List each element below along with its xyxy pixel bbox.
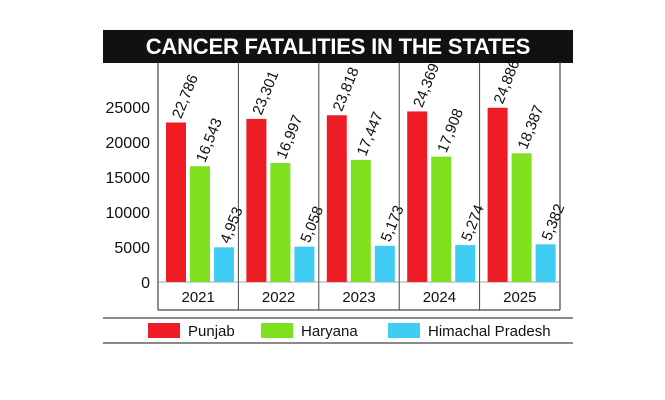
x-tick-label: 2025 bbox=[503, 289, 536, 306]
data-label: 17,447 bbox=[354, 109, 387, 158]
data-label: 22,786 bbox=[169, 72, 202, 121]
data-label: 4,953 bbox=[217, 205, 247, 246]
legend-label: Himachal Pradesh bbox=[428, 323, 551, 340]
bar bbox=[326, 115, 347, 282]
data-label: 23,301 bbox=[249, 68, 282, 117]
data-label: 5,274 bbox=[458, 202, 488, 243]
legend-label: Haryana bbox=[301, 323, 358, 340]
data-label: 23,818 bbox=[330, 65, 363, 114]
bar bbox=[294, 246, 315, 282]
legend: Punjab Haryana Himachal Pradesh bbox=[103, 317, 573, 344]
bar bbox=[166, 122, 186, 282]
bar bbox=[246, 118, 267, 282]
bar bbox=[270, 163, 291, 282]
data-label: 16,543 bbox=[193, 116, 226, 165]
bars bbox=[166, 107, 556, 283]
y-tick-label: 10000 bbox=[106, 205, 151, 222]
x-tick-label: 2021 bbox=[182, 289, 215, 306]
data-label: 5,173 bbox=[378, 203, 408, 244]
x-tick-label: 2022 bbox=[262, 289, 295, 306]
bar bbox=[431, 156, 452, 282]
data-label: 18,387 bbox=[515, 103, 548, 152]
data-label: 5,058 bbox=[297, 204, 327, 245]
y-tick-label: 20000 bbox=[106, 135, 151, 152]
bar bbox=[190, 166, 210, 282]
y-tick-label: 15000 bbox=[106, 170, 151, 187]
bar bbox=[487, 107, 508, 282]
y-tick-label: 5000 bbox=[114, 240, 150, 257]
data-label: 16,997 bbox=[273, 113, 306, 162]
x-axis: 2021 2022 2023 2024 2025 bbox=[182, 289, 537, 306]
bar bbox=[214, 247, 234, 282]
bar bbox=[455, 245, 476, 282]
data-label: 24,369 bbox=[410, 61, 443, 110]
y-axis: 0 5000 10000 15000 20000 25000 bbox=[106, 100, 151, 292]
data-label: 17,908 bbox=[434, 106, 467, 155]
bar bbox=[374, 245, 395, 282]
legend-label: Punjab bbox=[188, 323, 235, 340]
y-tick-label: 0 bbox=[141, 275, 150, 292]
x-tick-label: 2024 bbox=[423, 289, 456, 306]
legend-swatch bbox=[148, 323, 180, 338]
x-tick-label: 2023 bbox=[342, 289, 375, 306]
legend-swatch bbox=[261, 323, 293, 338]
data-label: 5,382 bbox=[539, 202, 569, 243]
bar bbox=[407, 111, 428, 283]
y-tick-label: 25000 bbox=[106, 100, 151, 117]
bar bbox=[535, 244, 556, 282]
legend-swatch bbox=[388, 323, 420, 338]
bar bbox=[511, 153, 532, 282]
chart-title: CANCER FATALITIES IN THE STATES bbox=[103, 30, 573, 63]
data-label: 24,886 bbox=[491, 57, 524, 106]
bar bbox=[350, 159, 371, 282]
